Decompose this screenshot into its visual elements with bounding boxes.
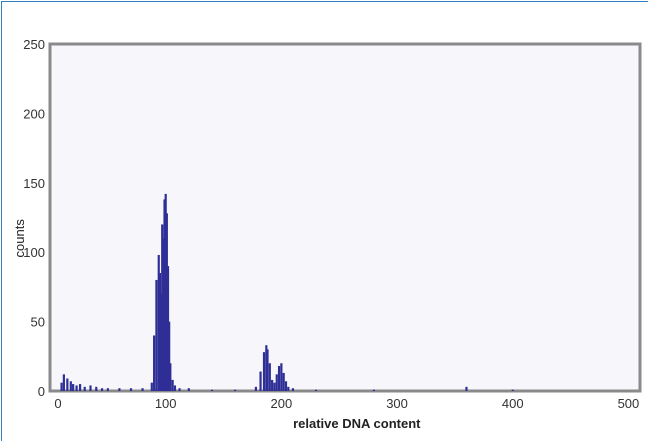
y-tick-label: 100	[23, 245, 45, 260]
x-axis-label: relative DNA content	[293, 416, 421, 431]
histogram-bar	[173, 385, 177, 391]
histogram-bar	[268, 363, 271, 391]
histogram-bar	[271, 379, 274, 391]
histogram-bar	[165, 213, 168, 391]
histogram-bar	[372, 389, 376, 391]
histogram-bar	[164, 193, 167, 391]
histogram-bar	[273, 382, 276, 391]
histogram-bar	[159, 293, 163, 391]
histogram-bar	[141, 388, 144, 391]
x-axis-ticks: 0 100 200 300 400 500	[54, 396, 639, 411]
histogram-bar	[163, 199, 166, 391]
histogram-bar	[187, 388, 190, 391]
histogram-bar	[95, 386, 98, 391]
histogram-bar	[259, 371, 262, 391]
histogram-bar	[75, 385, 78, 391]
y-tick-label: 50	[31, 315, 45, 330]
histogram-bar	[254, 386, 258, 391]
x-tick-label: 300	[386, 396, 408, 411]
histogram-bar	[69, 381, 72, 391]
histogram-bar	[511, 389, 514, 391]
histogram-bar	[153, 335, 156, 391]
histogram-bar	[78, 384, 82, 391]
x-tick-label: 200	[271, 396, 293, 411]
histogram-bar	[284, 381, 288, 391]
histogram-bar	[100, 388, 104, 391]
histogram-bar	[265, 345, 268, 391]
histogram-bar	[129, 388, 133, 391]
histogram-bar	[287, 386, 290, 391]
plot-area	[48, 42, 642, 393]
histogram-bar	[106, 388, 109, 391]
histogram-bar	[291, 388, 295, 391]
y-tick-label: 0	[38, 384, 45, 399]
histogram-bar	[60, 382, 63, 391]
histogram-bar	[157, 254, 160, 391]
y-tick-label: 200	[23, 106, 45, 121]
histogram-bar	[161, 224, 164, 391]
histogram-bars	[60, 193, 514, 391]
histogram-bar	[168, 321, 171, 391]
histogram-bar	[280, 363, 283, 391]
x-tick-label: 500	[618, 396, 640, 411]
histogram-bar	[83, 386, 86, 391]
histogram-bar	[282, 372, 285, 391]
histogram-bar	[162, 238, 165, 391]
histogram-bar	[66, 378, 69, 391]
histogram-bar	[158, 273, 161, 391]
x-tick-label: 100	[155, 396, 177, 411]
histogram-bar	[150, 382, 153, 391]
histogram-bar	[171, 379, 174, 391]
histogram-bar	[277, 366, 281, 391]
histogram-bar	[262, 352, 266, 391]
histogram-bar	[314, 389, 318, 391]
histogram-bar	[178, 388, 181, 391]
histogram-bar	[62, 374, 65, 391]
histogram-bar	[465, 386, 468, 391]
histogram-bar	[275, 374, 278, 391]
histogram-bar	[166, 266, 170, 391]
histogram-bar	[210, 389, 214, 391]
histogram-bar	[266, 349, 269, 391]
y-axis-ticks: 0 50 100 150 200 250	[23, 37, 45, 399]
histogram-bar	[234, 389, 237, 391]
histogram-bar	[72, 384, 75, 391]
histogram-bar	[155, 279, 158, 391]
y-tick-label: 150	[23, 176, 45, 191]
histogram-bar	[169, 363, 172, 391]
y-tick-label: 250	[23, 37, 45, 52]
histogram-bar	[118, 388, 121, 391]
y-axis-label: counts	[12, 219, 27, 258]
histogram-bar	[89, 385, 92, 391]
x-tick-label: 0	[54, 396, 61, 411]
x-tick-label: 400	[502, 396, 524, 411]
